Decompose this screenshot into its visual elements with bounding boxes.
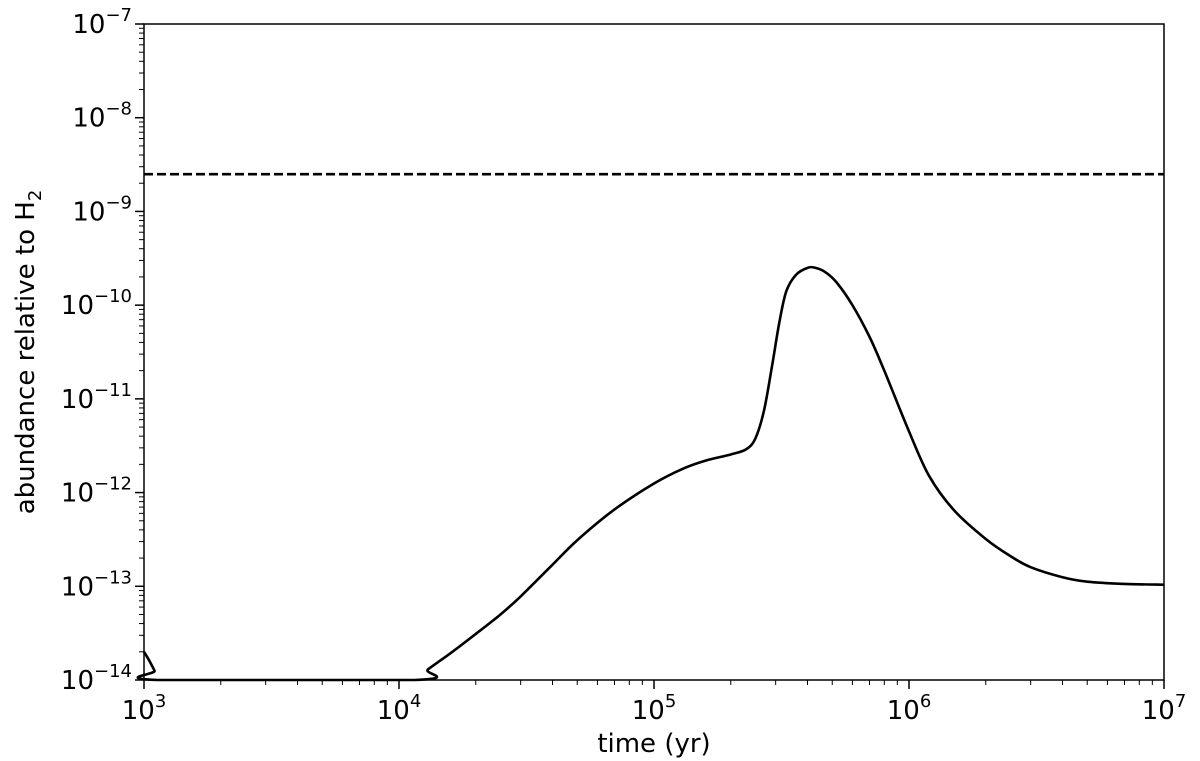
y-axis-label: abundance relative to H2 [11,190,46,515]
major-ticks [135,23,1165,689]
y-tick-label: 10−7 [72,5,132,40]
y-tick-label: 10−14 [61,661,132,696]
y-tick-label: 10−12 [61,474,132,509]
y-axis-label-main: abundance relative to H [11,201,41,514]
y-tick-label: 10−11 [61,380,132,415]
y-tick-label: 10−13 [61,567,132,602]
y-tick-label: 10−9 [72,192,132,227]
x-tick-label: 107 [1142,691,1187,726]
x-tick-label: 106 [887,691,932,726]
x-tick-label: 103 [122,691,167,726]
x-tick-label: 105 [632,691,677,726]
x-tick-label: 104 [377,691,422,726]
plot-background [144,24,1164,680]
x-axis-label: time (yr) [597,729,710,759]
y-tick-label: 10−8 [72,99,132,134]
y-axis-label-subscript: 2 [25,190,46,201]
series-layer [136,172,1165,682]
y-tick-label: 10−10 [61,286,132,321]
solid-series-line [136,265,1165,682]
plot-frame [143,23,1165,681]
x-tick-labels: 103 104 105 106 107 [122,691,1187,726]
y-tick-labels: 10−14 10−13 10−12 10−11 10−10 10−9 10−8 10−7 [61,5,132,696]
